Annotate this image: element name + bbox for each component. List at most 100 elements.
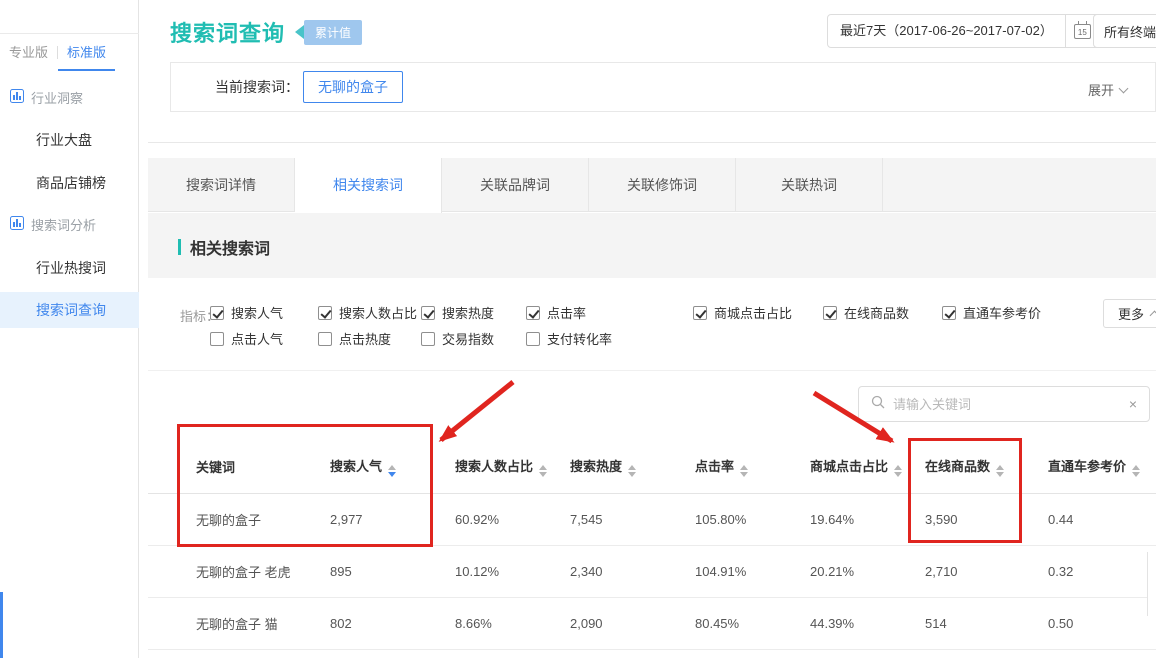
sidebar-group-label: 行业洞察	[31, 91, 84, 106]
col-header-label: 搜索热度	[570, 458, 623, 474]
sort-icon[interactable]	[388, 464, 397, 477]
expand-label: 展开	[1087, 83, 1114, 98]
col-header-label: 直通车参考价	[1048, 458, 1127, 474]
value-cell: 19.64%	[810, 493, 925, 546]
metric-checkbox[interactable]: 点击热度	[318, 329, 391, 348]
checkbox-icon[interactable]	[942, 305, 956, 320]
value-cell: 20.21%	[810, 545, 925, 598]
metric-label: 点击率	[547, 306, 587, 321]
divider	[57, 46, 59, 59]
sort-icon[interactable]	[740, 464, 749, 477]
checkbox-icon[interactable]	[526, 331, 540, 346]
checkbox-icon[interactable]	[421, 305, 435, 320]
sort-icon[interactable]	[894, 464, 903, 477]
value-cell: 60.92%	[455, 493, 570, 546]
sidebar-group-industry-insight[interactable]: 行业洞察	[10, 88, 83, 107]
value-cell: 2,340	[570, 545, 695, 598]
checkbox-icon[interactable]	[318, 305, 332, 320]
cumulative-badge: 累计值	[295, 19, 363, 45]
search-input[interactable]	[893, 396, 1121, 412]
sort-icon[interactable]	[996, 464, 1005, 477]
value-cell: 44.39%	[810, 597, 925, 650]
metric-label: 点击人气	[231, 332, 284, 347]
expand-toggle[interactable]: 展开	[1087, 80, 1129, 99]
tab-search-word-detail[interactable]: 搜索词详情	[148, 158, 295, 211]
value-cell: 0.44	[1048, 493, 1156, 546]
value-cell: 895	[330, 545, 455, 598]
more-button[interactable]: 更多	[1103, 299, 1156, 328]
metric-checkbox[interactable]: 点击率	[526, 303, 586, 322]
keyword-cell[interactable]: 无聊的盒子 老虎	[148, 545, 330, 598]
keyword-cell: 无聊的盒子	[148, 493, 330, 546]
metric-label: 搜索人数占比	[339, 306, 418, 321]
tab-pro-version[interactable]: 专业版	[9, 45, 49, 60]
calendar-button[interactable]: 15	[1064, 15, 1099, 47]
tab-related-hot-words[interactable]: 关联热词	[736, 158, 883, 211]
col-header-label: 关键词	[196, 459, 236, 475]
sidebar: 专业版 标准版 行业洞察 行业大盘 商品店铺榜 搜索词分析 行业热搜词 搜索词查…	[0, 0, 139, 658]
chevron-down-icon	[1118, 83, 1129, 93]
sidebar-group-search-analysis[interactable]: 搜索词分析	[10, 215, 96, 234]
col-header-searcher-ratio[interactable]: 搜索人数占比	[455, 440, 570, 494]
sidebar-item-industry-hot-words[interactable]: 行业热搜词	[36, 260, 106, 276]
metric-checkbox[interactable]: 搜索热度	[421, 303, 494, 322]
clear-icon[interactable]: ×	[1128, 396, 1137, 412]
section-title: 相关搜索词	[178, 235, 270, 259]
date-range-picker[interactable]: 最近7天（2017-06-26~2017-07-02） 15	[827, 14, 1100, 48]
terminal-dropdown[interactable]: 所有终端	[1093, 14, 1156, 48]
current-search-term-chip[interactable]: 无聊的盒子	[303, 71, 403, 103]
metric-checkbox[interactable]: 交易指数	[421, 329, 494, 348]
search-icon	[871, 395, 885, 414]
metric-checkbox[interactable]: 在线商品数	[823, 303, 909, 322]
badge-arrow-icon	[295, 25, 305, 39]
sidebar-item-search-word-query[interactable]: 搜索词查询	[0, 292, 139, 328]
checkbox-icon[interactable]	[693, 305, 707, 320]
keyword-cell[interactable]: 无聊的盒子 猫	[148, 597, 330, 650]
date-range-value[interactable]: 最近7天（2017-06-26~2017-07-02）	[840, 23, 1053, 38]
metric-checkbox[interactable]: 支付转化率	[526, 329, 612, 348]
tab-related-brand-words[interactable]: 关联品牌词	[442, 158, 589, 211]
col-header-click-rate[interactable]: 点击率	[695, 440, 810, 494]
checkbox-icon[interactable]	[421, 331, 435, 346]
checkbox-icon[interactable]	[823, 305, 837, 320]
tab-related-search-words[interactable]: 相关搜索词	[295, 158, 442, 213]
table-row: 无聊的盒子 2,977 60.92% 7,545 105.80% 19.64% …	[148, 493, 1156, 546]
industry-insight-icon	[10, 89, 24, 106]
metric-checkbox[interactable]: 直通车参考价	[942, 303, 1041, 322]
col-header-mall-click-ratio[interactable]: 商城点击占比	[810, 440, 925, 494]
main-content: 搜索词查询 累计值 最近7天（2017-06-26~2017-07-02） 15…	[140, 0, 1156, 658]
value-cell: 10.12%	[455, 545, 570, 598]
checkbox-icon[interactable]	[210, 305, 224, 320]
checkbox-icon[interactable]	[318, 331, 332, 346]
sort-icon[interactable]	[1132, 464, 1141, 477]
metric-checkbox[interactable]: 商城点击占比	[693, 303, 792, 322]
sort-icon[interactable]	[628, 464, 637, 477]
checkbox-icon[interactable]	[210, 331, 224, 346]
col-header-keyword: 关键词	[148, 440, 330, 494]
sort-icon[interactable]	[539, 464, 548, 477]
page-header: 搜索词查询 累计值	[170, 16, 363, 48]
metric-checkbox[interactable]: 点击人气	[210, 329, 283, 348]
tab-related-modifier-words[interactable]: 关联修饰词	[589, 158, 736, 211]
value-cell: 80.45%	[695, 597, 810, 650]
col-header-search-popularity[interactable]: 搜索人气	[330, 440, 455, 494]
metric-label: 商城点击占比	[714, 306, 793, 321]
scrollbar-thumb[interactable]	[0, 592, 3, 658]
checkbox-icon[interactable]	[526, 305, 540, 320]
sidebar-item-industry-board[interactable]: 行业大盘	[36, 132, 92, 148]
sidebar-item-product-shop-rank[interactable]: 商品店铺榜	[36, 175, 106, 191]
current-search-label: 当前搜索词：	[215, 79, 299, 95]
col-header-ztc-ref-price[interactable]: 直通车参考价	[1048, 440, 1156, 494]
value-cell: 802	[330, 597, 455, 650]
metric-checkbox[interactable]: 搜索人数占比	[318, 303, 417, 322]
divider	[148, 142, 1156, 143]
value-cell: 2,977	[330, 493, 455, 546]
version-switcher: 专业版 标准版	[0, 33, 139, 71]
tab-standard-version[interactable]: 标准版	[58, 34, 116, 71]
title-accent-bar	[178, 239, 181, 255]
col-header-online-products[interactable]: 在线商品数	[925, 440, 1048, 494]
metric-checkbox[interactable]: 搜索人气	[210, 303, 283, 322]
col-header-search-heat[interactable]: 搜索热度	[570, 440, 695, 494]
table-row: 无聊的盒子 老虎 895 10.12% 2,340 104.91% 20.21%…	[148, 545, 1156, 598]
